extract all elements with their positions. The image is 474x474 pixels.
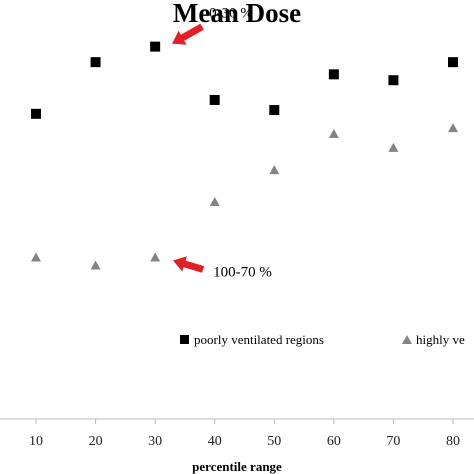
legend-marker-highly-ventilated [402,335,412,344]
annotation-label-100-70: 100-70 % [213,264,272,280]
x-tick-label: 20 [89,434,103,449]
data-point-highly-ventilated [209,197,220,207]
x-tick-label: 30 [148,434,162,449]
data-point-highly-ventilated [269,165,280,175]
x-tick-label: 60 [327,434,341,449]
legend-label-poorly-ventilated: poorly ventilated regions [194,332,324,347]
legend: poorly ventilated regions highly ve [180,332,465,347]
data-markers [31,41,458,270]
annotation-label-0-30: 0-30 % [209,6,253,22]
annotations: 0-30 % 100-70 % [172,6,272,280]
annotation-arrow-0-30 [172,23,204,45]
data-point-poorly-ventilated [388,75,399,86]
annotation-arrow-100-70 [173,256,205,273]
x-axis-label: percentile range [192,459,282,474]
data-point-highly-ventilated [388,142,399,152]
data-point-poorly-ventilated [90,57,101,68]
data-point-poorly-ventilated [448,57,458,68]
legend-marker-poorly-ventilated [180,335,189,344]
data-point-highly-ventilated [448,123,458,133]
data-point-highly-ventilated [150,252,161,262]
x-tick-label: 50 [267,434,281,449]
data-point-highly-ventilated [31,252,41,262]
x-tick-label: 10 [29,434,43,449]
data-point-poorly-ventilated [269,105,280,116]
x-tick-label: 80 [446,434,460,449]
data-point-highly-ventilated [328,128,339,138]
data-point-highly-ventilated [90,260,101,270]
legend-label-highly-ventilated: highly ve [416,332,465,347]
chart-title: Mean Dose [173,0,301,28]
data-point-poorly-ventilated [328,69,339,80]
x-tick-label: 70 [386,434,400,449]
data-point-poorly-ventilated [150,41,161,52]
data-point-poorly-ventilated [209,94,220,105]
x-ticks: 10 20 30 40 50 60 70 80 [29,419,460,449]
data-point-poorly-ventilated [31,108,41,119]
x-tick-label: 40 [208,434,222,449]
